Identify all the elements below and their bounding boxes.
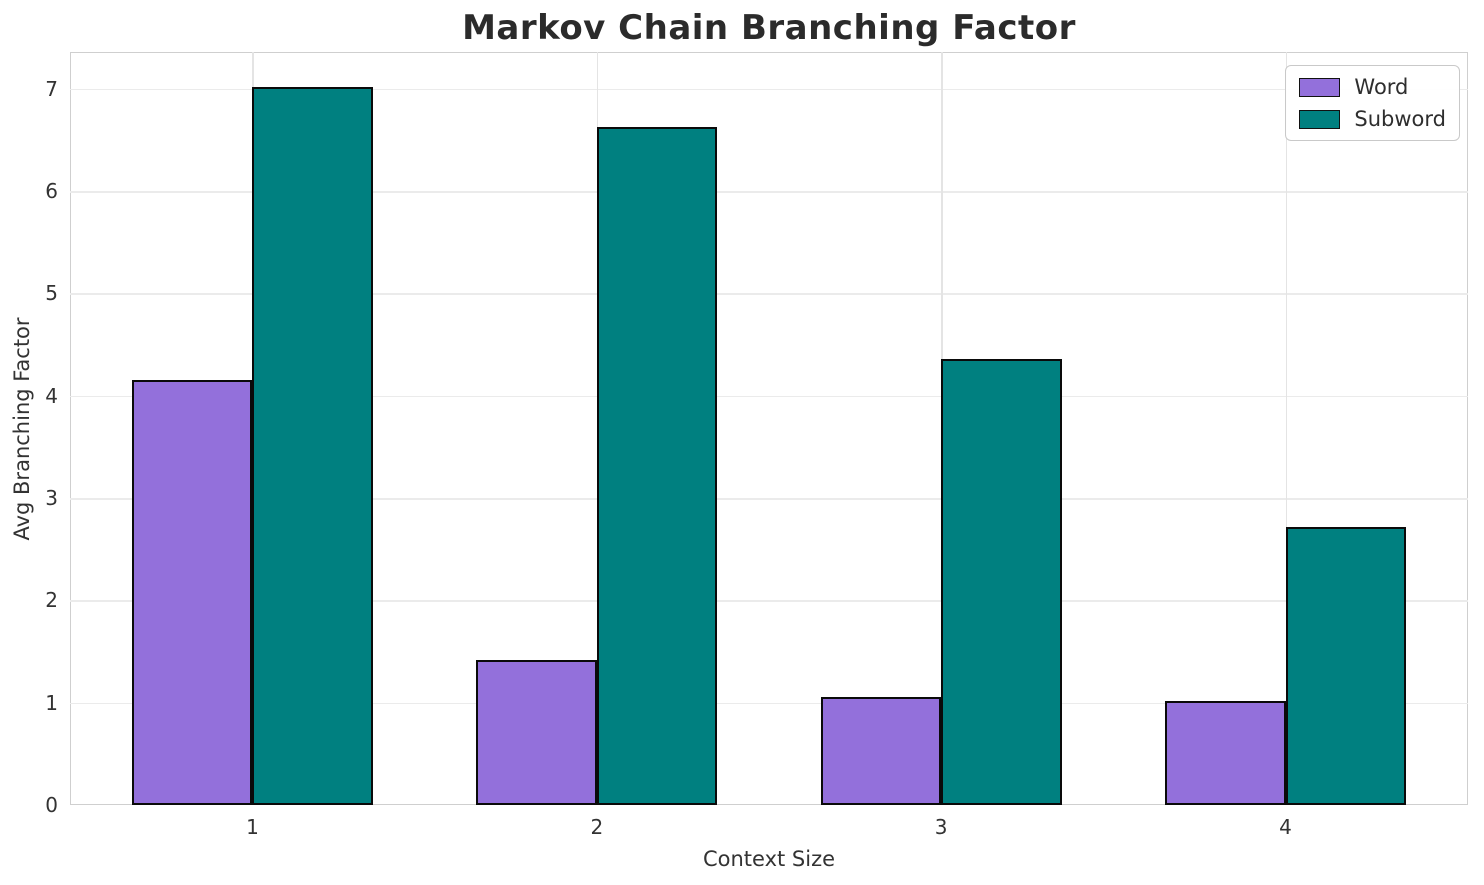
legend-item-word: Word	[1299, 75, 1446, 99]
bar-word-4	[1164, 700, 1286, 805]
gridline-y-2	[70, 600, 1468, 602]
gridline-x-4	[1285, 52, 1287, 805]
x-tick-label-1: 1	[246, 815, 259, 839]
legend-swatch-subword	[1299, 109, 1341, 129]
bar-subword-1	[252, 86, 373, 805]
chart-title: Markov Chain Branching Factor	[462, 8, 1076, 48]
bar-subword-2	[596, 126, 718, 805]
gridline-y-3	[70, 498, 1468, 500]
bar-subword-4	[1285, 526, 1407, 805]
gridline-y-4	[70, 395, 1468, 398]
gridline-y-6	[70, 191, 1468, 193]
plot-area: 0 1 2 3 4 5 6 7 1 2 3 4 Context Size Avg Branching…	[10, 52, 1468, 871]
y-tick-label-3: 3	[45, 486, 58, 511]
y-tick-label-0: 0	[45, 793, 58, 817]
bar-word-2	[476, 659, 597, 805]
gridline-y-1	[70, 702, 1468, 705]
bar-word-3	[820, 696, 942, 805]
x-tick-label-3: 3	[934, 815, 948, 839]
gridline-y-5	[70, 293, 1468, 295]
legend-swatch-word	[1299, 77, 1341, 97]
y-tick-label-7: 7	[45, 76, 58, 101]
y-tick-label-1: 1	[45, 690, 58, 715]
legend: Word Subword	[1285, 65, 1460, 141]
x-axis-label: Context Size	[702, 847, 836, 871]
legend-label-word: Word	[1354, 75, 1409, 99]
legend-item-subword: Subword	[1299, 107, 1446, 131]
x-tick-label-4: 4	[1279, 815, 1292, 839]
y-tick-label-5: 5	[45, 281, 58, 306]
x-tick-label-2: 2	[590, 815, 604, 839]
y-tick-label-6: 6	[45, 179, 58, 204]
gridline-y-7	[70, 88, 1468, 91]
legend-label-subword: Subword	[1354, 107, 1446, 131]
bar-word-1	[131, 380, 253, 805]
bar-subword-3	[941, 358, 1062, 805]
y-tick-label-2: 2	[45, 588, 58, 613]
y-axis-label: Avg Branching Factor	[10, 316, 34, 541]
y-tick-label-4: 4	[45, 383, 58, 408]
